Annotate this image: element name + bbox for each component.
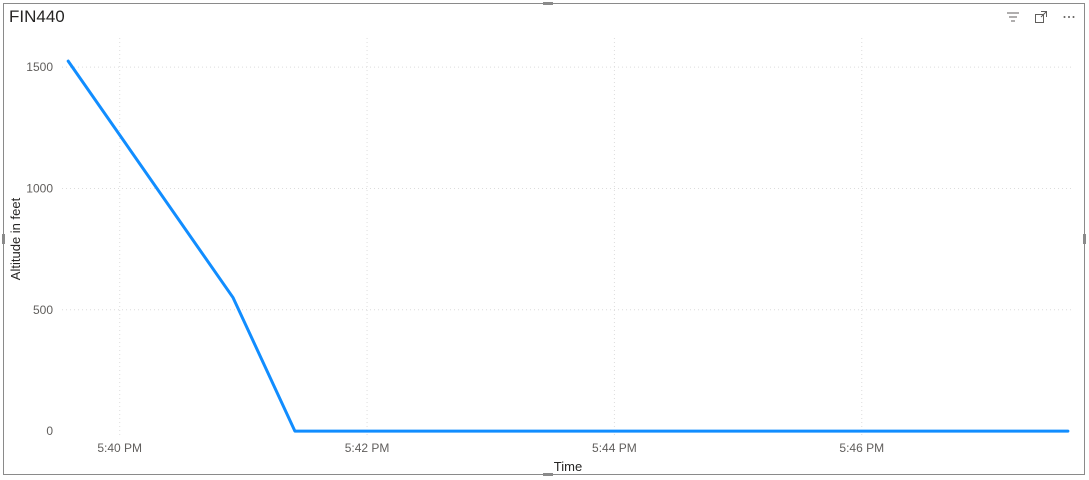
chart-title: FIN440 — [9, 7, 65, 26]
resize-handle-left[interactable] — [2, 234, 5, 244]
x-tick-label: 5:40 PM — [97, 441, 142, 455]
x-tick-label: 5:46 PM — [839, 441, 884, 455]
y-axis-title: Altitude in feet — [8, 197, 23, 280]
more-options-icon[interactable] — [1062, 10, 1076, 24]
series-line — [66, 59, 1070, 433]
x-tick-label: 5:44 PM — [592, 441, 637, 455]
filter-icon[interactable] — [1006, 10, 1020, 24]
visual-header — [1006, 10, 1076, 24]
resize-handle-bottom[interactable] — [543, 473, 553, 476]
resize-handle-top[interactable] — [543, 2, 553, 5]
y-tick-label: 500 — [33, 303, 53, 317]
x-tick-label: 5:42 PM — [345, 441, 390, 455]
y-tick-label: 1500 — [26, 60, 53, 74]
y-tick-label: 1000 — [26, 181, 53, 195]
y-tick-label: 0 — [46, 424, 53, 438]
focus-mode-icon[interactable] — [1034, 10, 1048, 24]
resize-handle-right[interactable] — [1083, 234, 1086, 244]
x-axis-title: Time — [554, 459, 582, 474]
